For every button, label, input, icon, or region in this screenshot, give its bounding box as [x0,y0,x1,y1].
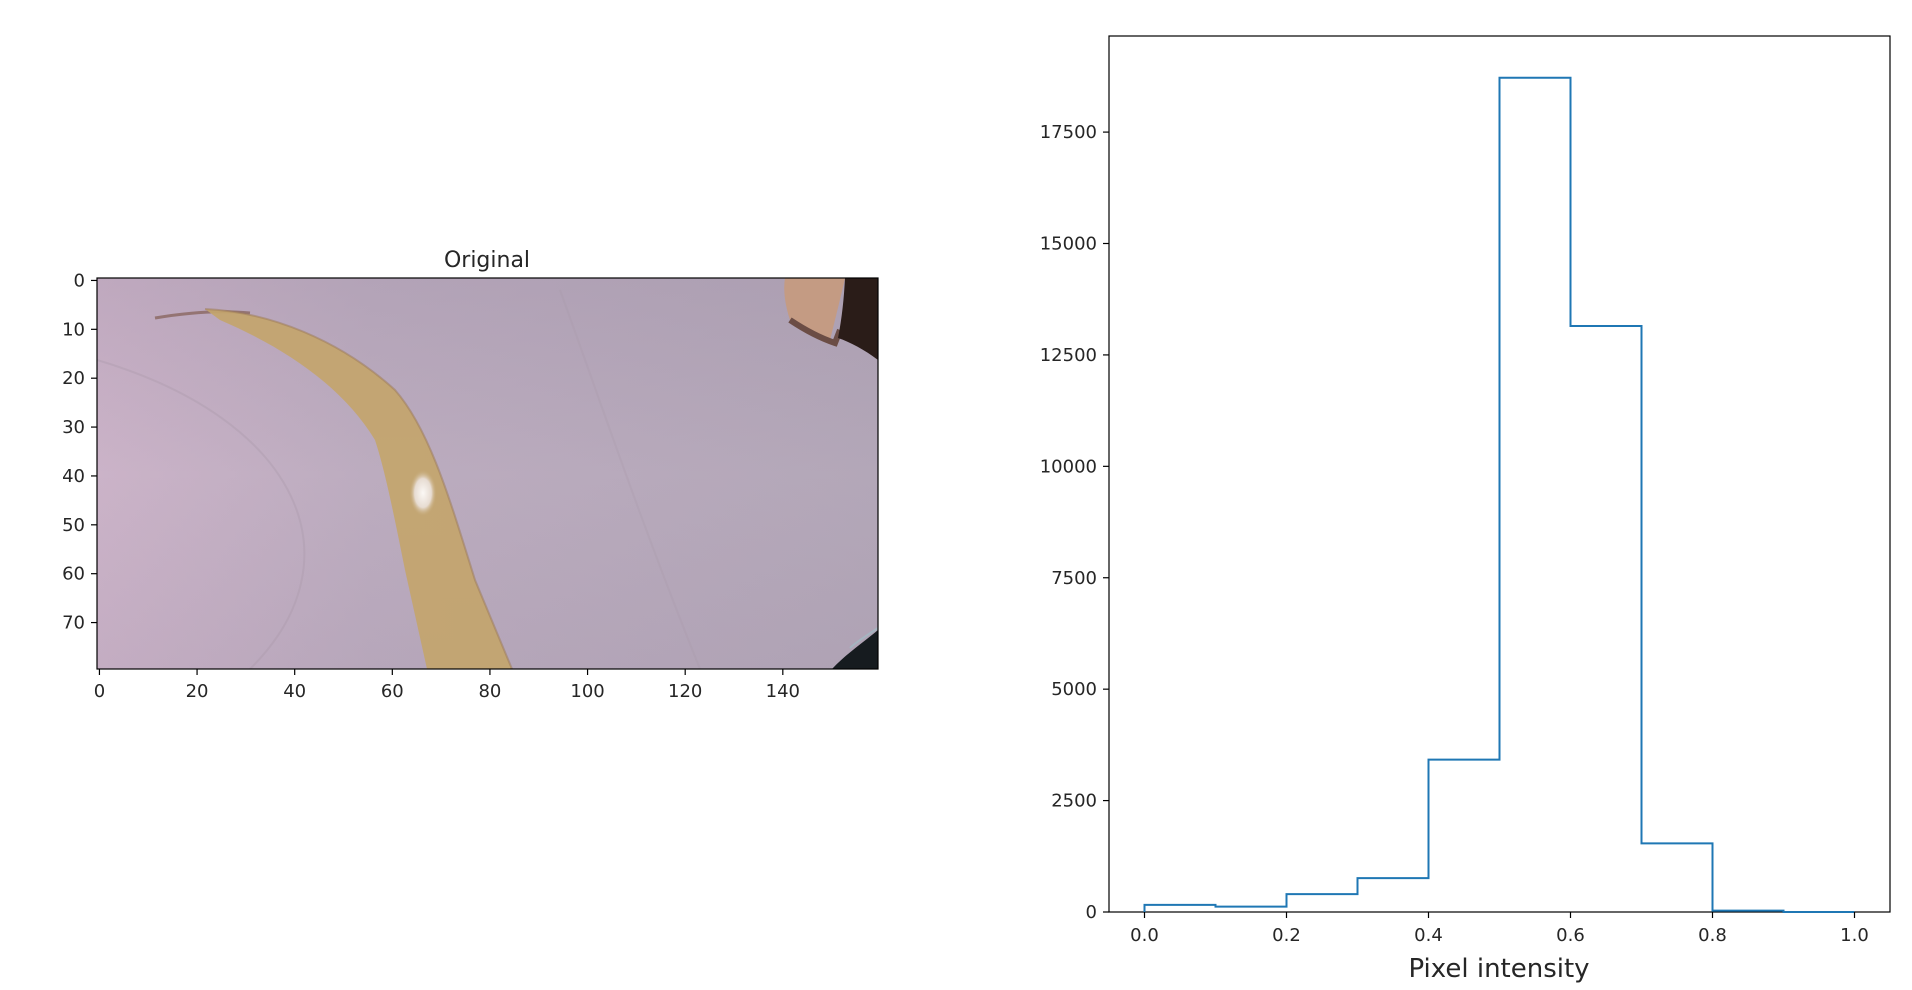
image-y-tick-label: 50 [62,515,85,536]
histogram-y-ticks: 0 2500 5000 7500 10000 12500 15000 17500 [1040,122,1109,923]
original-photo [97,278,878,669]
image-y-tick-label: 40 [62,466,85,487]
histogram-y-tick-label: 12500 [1040,345,1097,366]
histogram-step-line [1143,76,1855,913]
x-axis-label: Pixel intensity [1408,954,1589,984]
image-frame [96,277,879,670]
histogram-x-ticks: 0.0 0.2 0.4 0.6 0.8 1.0 [1130,912,1869,946]
histogram-axes: 0.0 0.2 0.4 0.6 0.8 1.0 0 2500 5000 7500 10000 125… [1040,35,1891,984]
histogram-y-tick-label: 10000 [1040,456,1097,477]
histogram-y-tick-label: 5000 [1051,679,1097,700]
image-x-tick-label: 20 [186,681,209,702]
image-x-tick-label: 60 [381,681,404,702]
image-x-tick-label: 40 [283,681,306,702]
image-y-tick-label: 20 [62,368,85,389]
histogram-x-tick-label: 0.2 [1272,925,1301,946]
image-y-tick-label: 70 [62,613,85,634]
histogram-x-tick-label: 0.0 [1130,925,1159,946]
image-y-tick-label: 0 [74,270,85,291]
image-y-tick-label: 60 [62,564,85,585]
histogram-y-tick-label: 2500 [1051,791,1097,812]
histogram-y-tick-label: 7500 [1051,568,1097,589]
image-x-tick-label: 140 [766,681,800,702]
image-y-tick-label: 10 [62,319,85,340]
histogram-x-tick-label: 0.8 [1698,925,1727,946]
image-x-ticks: 0 20 40 60 80 100 120 140 [94,669,800,702]
histogram-x-tick-label: 0.4 [1414,925,1443,946]
image-y-ticks: 0 10 20 30 40 50 60 70 [62,270,97,634]
image-title: Original [444,248,530,273]
image-axes: Original 0 20 40 60 80 100 120 140 0 10 20 30 40 50 6… [62,248,879,702]
histogram-y-tick-label: 17500 [1040,122,1097,143]
image-x-tick-label: 120 [668,681,702,702]
histogram-y-tick-label: 15000 [1040,234,1097,255]
histogram-x-tick-label: 0.6 [1556,925,1585,946]
image-x-tick-label: 0 [94,681,105,702]
histogram-y-tick-label: 0 [1086,902,1097,923]
image-x-tick-label: 80 [478,681,501,702]
image-y-tick-label: 30 [62,417,85,438]
histogram-x-tick-label: 1.0 [1840,925,1869,946]
image-x-tick-label: 100 [570,681,604,702]
